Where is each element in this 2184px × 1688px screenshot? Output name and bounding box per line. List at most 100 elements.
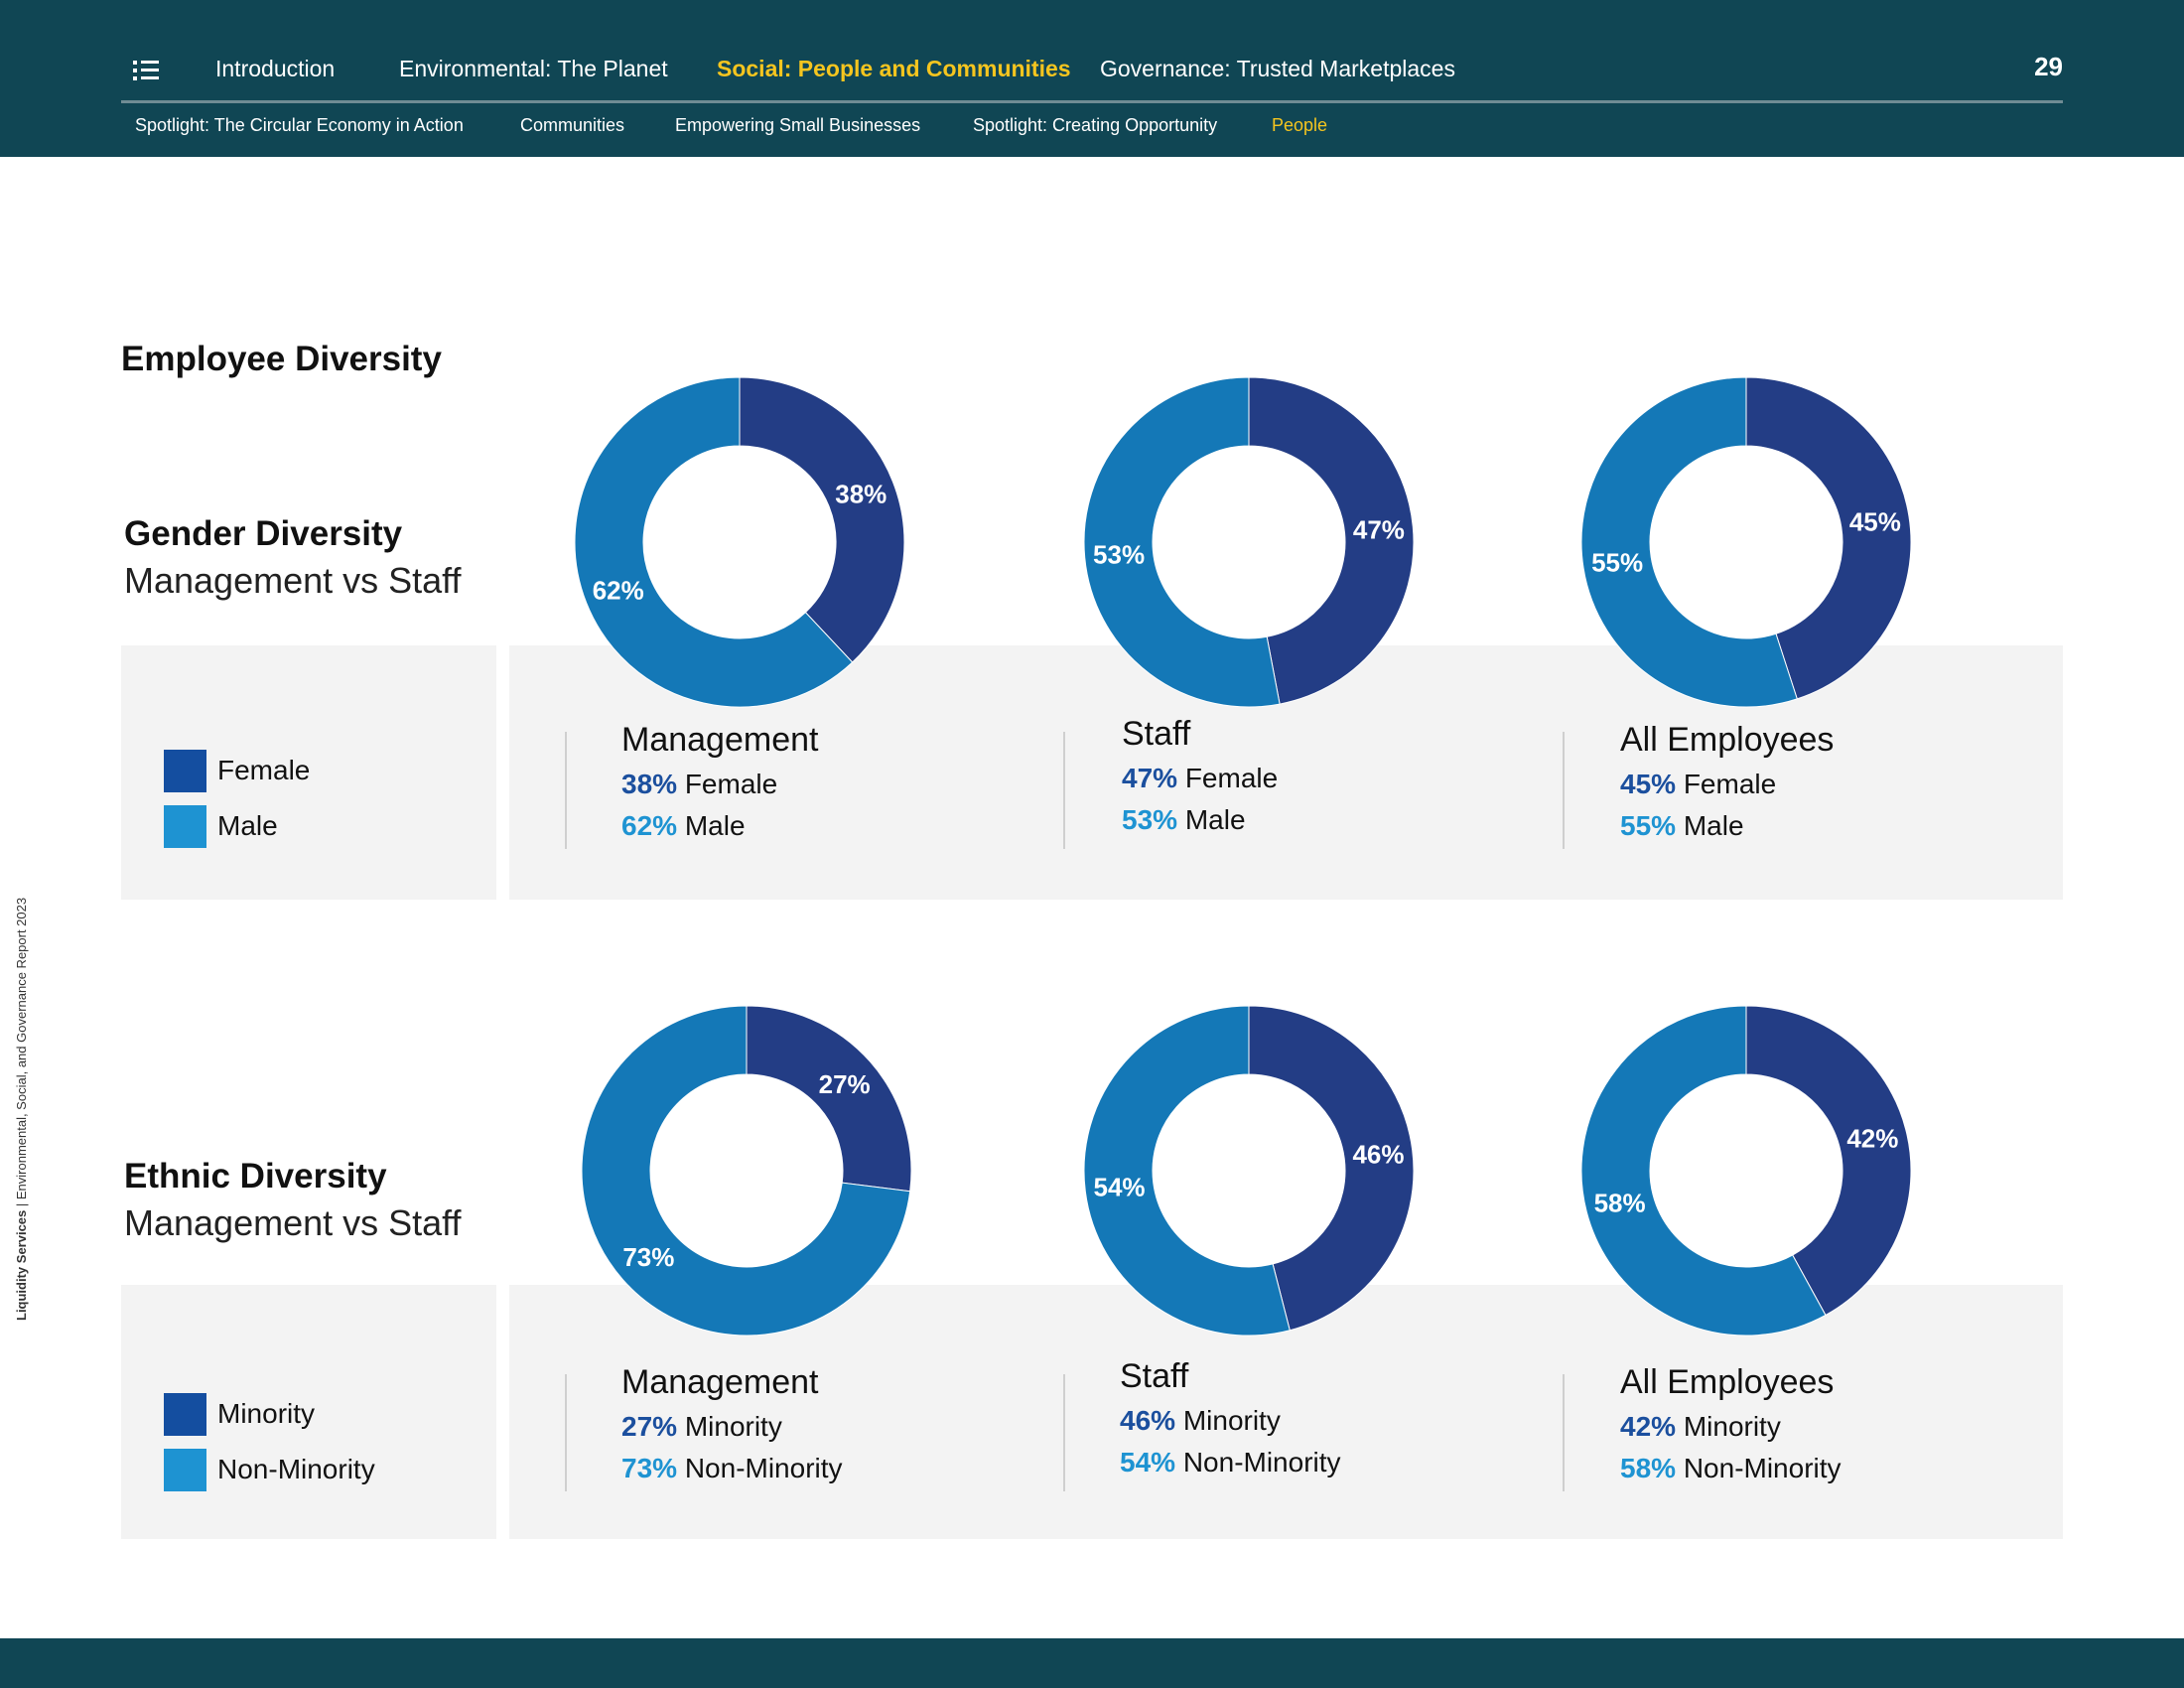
caption-line-female: 47% Female — [1122, 763, 1278, 794]
donut-slice-minority — [746, 1005, 912, 1193]
donut-chart-ethnic-all: 42% 58% — [1580, 1005, 1912, 1336]
nav-governance[interactable]: Governance: Trusted Marketplaces — [1100, 56, 1455, 81]
caption-divider — [565, 1374, 567, 1491]
caption-label: Minority — [677, 1411, 782, 1442]
subnav-communities[interactable]: Communities — [520, 115, 625, 135]
legend-label: Minority — [217, 1398, 316, 1429]
brand-name: Liquidity Services — [14, 1209, 29, 1321]
donut-slice-label: 54% — [1094, 1172, 1146, 1201]
donut-slice-minority — [1745, 1005, 1912, 1317]
legend-swatch-light — [164, 805, 206, 848]
caption-percent: 54% — [1120, 1447, 1176, 1477]
donut-slice-female — [1248, 376, 1415, 705]
subnav-people[interactable]: People — [1272, 115, 1328, 135]
caption-divider — [1563, 732, 1565, 849]
top-navigation-bar: Introduction Environmental: The Planet S… — [0, 0, 2184, 157]
caption-percent: 53% — [1122, 804, 1178, 835]
section-title-ethnic: Ethnic Diversity — [124, 1157, 387, 1196]
caption-percent: 46% — [1120, 1405, 1176, 1436]
legend-swatch-dark — [164, 1393, 206, 1436]
caption-title-all-employees: All Employees — [1620, 721, 1835, 759]
page-number: 29 — [2034, 52, 2063, 81]
caption-percent: 58% — [1620, 1453, 1677, 1483]
caption-line-non-minority: 73% Non-Minority — [621, 1453, 843, 1484]
caption-label: Female — [1676, 769, 1777, 799]
caption-label: Non-Minority — [677, 1453, 843, 1483]
caption-label: Non-Minority — [1676, 1453, 1842, 1483]
caption-divider — [1063, 732, 1065, 849]
donut-slice-female — [1745, 376, 1912, 700]
list-menu-icon[interactable] — [133, 60, 159, 81]
caption-line-non-minority: 58% Non-Minority — [1620, 1453, 1842, 1484]
donut-chart-gender-staff: 47% 53% — [1083, 376, 1415, 708]
donut-slice-label: 38% — [835, 480, 887, 509]
caption-line-female: 38% Female — [621, 769, 777, 800]
caption-label: Male — [677, 810, 746, 841]
legend-label: Female — [217, 755, 311, 785]
caption-label: Male — [1676, 810, 1744, 841]
nav-social[interactable]: Social: People and Communities — [717, 56, 1071, 81]
caption-divider — [565, 732, 567, 849]
donut-slice-female — [739, 376, 905, 663]
caption-label: Male — [1177, 804, 1246, 835]
donut-slice-male — [1083, 376, 1281, 708]
donut-slice-label: 47% — [1353, 515, 1405, 545]
caption-line-female: 45% Female — [1620, 769, 1776, 800]
subnav-small-businesses[interactable]: Empowering Small Businesses — [675, 115, 921, 135]
caption-percent: 42% — [1620, 1411, 1677, 1442]
donut-slice-non-minority — [1580, 1005, 1827, 1336]
caption-percent: 45% — [1620, 769, 1677, 799]
report-side-caption: Liquidity Services | Environmental, Soci… — [14, 898, 29, 1321]
caption-label: Minority — [1175, 1405, 1281, 1436]
caption-percent: 62% — [621, 810, 678, 841]
caption-label: Female — [1177, 763, 1279, 793]
caption-title-all-employees: All Employees — [1620, 1363, 1835, 1401]
legend-label: Non-Minority — [217, 1454, 375, 1484]
donut-slice-label: 46% — [1352, 1140, 1404, 1170]
legend-swatch-dark — [164, 750, 206, 792]
footer-bar — [0, 1638, 2184, 1688]
caption-percent: 27% — [621, 1411, 678, 1442]
caption-label: Female — [677, 769, 778, 799]
caption-title-staff: Staff — [1120, 1357, 1189, 1395]
caption-title-management: Management — [621, 1363, 819, 1401]
donut-slice-label: 73% — [622, 1242, 674, 1272]
caption-title-staff: Staff — [1122, 715, 1191, 753]
donut-slice-label: 53% — [1093, 539, 1145, 569]
donut-chart-ethnic-staff: 46% 54% — [1083, 1005, 1415, 1336]
caption-line-minority: 46% Minority — [1120, 1405, 1281, 1437]
donut-slice-label: 62% — [593, 575, 644, 605]
caption-percent: 47% — [1122, 763, 1178, 793]
report-name: | Environmental, Social, and Governance … — [14, 897, 29, 1210]
donut-slice-label: 58% — [1594, 1189, 1646, 1218]
legend-label: Male — [217, 810, 278, 841]
caption-divider — [1563, 1374, 1565, 1491]
donut-chart-gender-management: 38% 62% — [574, 376, 905, 708]
donut-slice-label: 27% — [819, 1069, 871, 1099]
donut-slice-label: 42% — [1846, 1123, 1898, 1153]
donut-slice-non-minority — [581, 1005, 911, 1336]
donut-slice-male — [574, 376, 854, 708]
donut-slice-male — [1580, 376, 1798, 708]
nav-environmental[interactable]: Environmental: The Planet — [399, 56, 668, 81]
section-subtitle-ethnic: Management vs Staff — [124, 1202, 462, 1243]
subnav-circular-economy[interactable]: Spotlight: The Circular Economy in Actio… — [135, 115, 464, 135]
donut-chart-gender-all: 45% 55% — [1580, 376, 1912, 708]
caption-percent: 55% — [1620, 810, 1677, 841]
page-title: Employee Diversity — [121, 340, 442, 378]
legend-swatch-light — [164, 1449, 206, 1491]
caption-title-management: Management — [621, 721, 819, 759]
nav-introduction[interactable]: Introduction — [215, 56, 336, 81]
caption-label: Non-Minority — [1175, 1447, 1341, 1477]
donut-slice-non-minority — [1083, 1005, 1291, 1336]
section-title-gender: Gender Diversity — [124, 514, 403, 553]
caption-line-minority: 27% Minority — [621, 1411, 782, 1443]
section-subtitle-gender: Management vs Staff — [124, 560, 462, 601]
caption-percent: 38% — [621, 769, 678, 799]
subnav-creating-opportunity[interactable]: Spotlight: Creating Opportunity — [973, 115, 1218, 135]
donut-slice-minority — [1248, 1005, 1415, 1332]
caption-line-non-minority: 54% Non-Minority — [1120, 1447, 1341, 1478]
nav-divider — [121, 100, 2063, 103]
caption-line-male: 62% Male — [621, 810, 746, 842]
donut-slice-label: 45% — [1849, 506, 1901, 536]
